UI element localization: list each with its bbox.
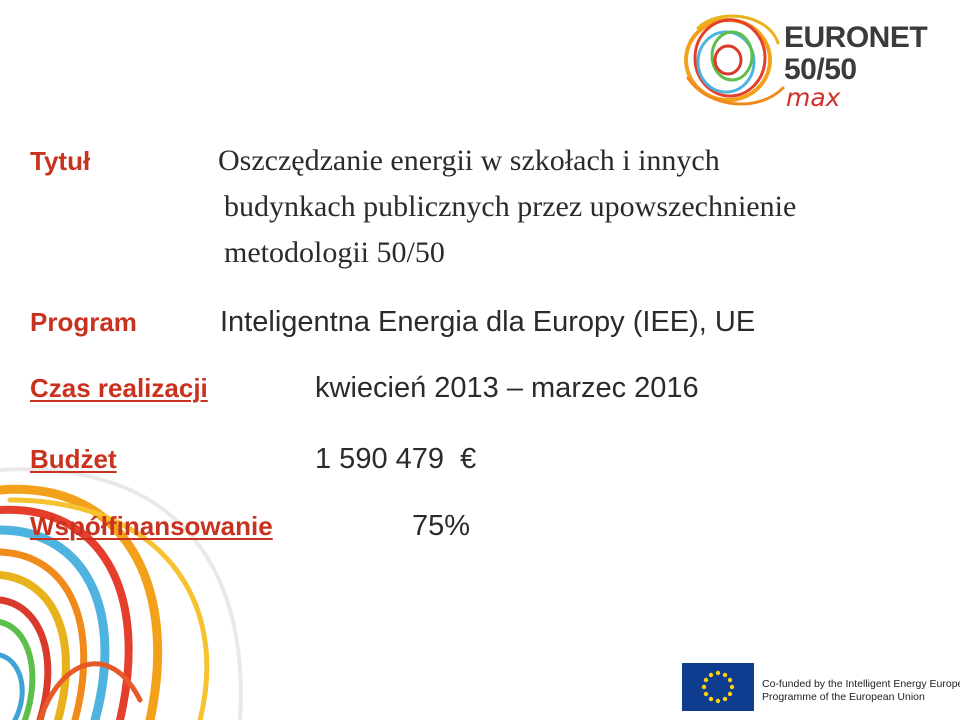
program-value: Inteligentna Energia dla Europy (IEE), U… xyxy=(220,306,756,338)
eu-stars-icon xyxy=(701,670,735,704)
title-value-line-3: metodologii 50/50 xyxy=(224,236,445,269)
duration-label: Czas realizacji xyxy=(30,373,208,403)
budget-label: Budżet xyxy=(30,444,117,474)
title-label: Tytuł xyxy=(30,146,91,176)
program-label: Program xyxy=(30,307,137,337)
eu-flag-logo xyxy=(682,663,754,711)
title-value-line-2: budynkach publicznych przez upowszechnie… xyxy=(224,190,797,223)
cofinancing-value: 75% xyxy=(412,510,471,542)
logo-max-text: max xyxy=(786,83,841,112)
euronet-logo: EURONET 50/50 max xyxy=(678,8,948,118)
logo-swirl-icon xyxy=(684,14,785,106)
budget-value: 1 590 479 € xyxy=(315,443,477,475)
duration-value: kwiecień 2013 – marzec 2016 xyxy=(315,372,699,404)
logo-5050-text: 50/50 xyxy=(784,53,857,86)
title-value-line-1: Oszczędzanie energii w szkołach i innych xyxy=(218,144,720,177)
eu-cofunded-line-2: Programme of the European Union xyxy=(762,691,925,703)
eu-cofunded-line-1: Co-funded by the Intelligent Energy Euro… xyxy=(762,678,960,690)
cofinancing-label: Współfinansowanie xyxy=(30,511,273,541)
logo-euronet-text: EURONET xyxy=(784,21,928,54)
